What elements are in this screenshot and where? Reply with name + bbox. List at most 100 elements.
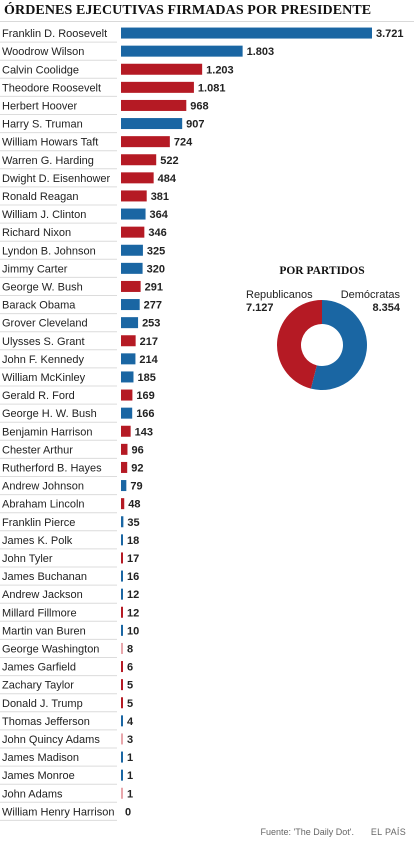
value-label: 5: [127, 680, 133, 692]
bar: [121, 534, 123, 546]
value-label: 143: [135, 426, 153, 438]
president-label: William J. Clinton: [2, 209, 86, 221]
value-label: 0: [125, 806, 131, 818]
donut-title: POR PARTIDOS: [279, 265, 364, 277]
bar: [121, 516, 124, 528]
brand-logo-text: EL PAÍS: [370, 827, 406, 837]
bar: [121, 99, 187, 111]
value-label: 96: [131, 444, 143, 456]
president-label: Dwight D. Eisenhower: [2, 173, 111, 185]
president-label: Gerald R. Ford: [2, 390, 75, 402]
donut-slice-republicanos: [277, 300, 322, 389]
president-label: Lyndon B. Johnson: [2, 245, 96, 257]
bar: [121, 262, 143, 274]
value-label: 3.721: [376, 28, 404, 40]
value-label: 166: [136, 408, 154, 420]
president-label: Jimmy Carter: [2, 263, 68, 275]
bar: [121, 280, 141, 292]
president-label: Ulysses S. Grant: [2, 336, 85, 348]
chart-title: ÓRDENES EJECUTIVAS FIRMADAS POR PRESIDEN…: [4, 3, 372, 18]
value-label: 185: [137, 372, 155, 384]
value-label: 214: [139, 354, 158, 366]
value-label: 17: [127, 553, 139, 565]
value-label: 1: [127, 752, 133, 764]
bar: [121, 154, 157, 166]
source-note: Fuente: 'The Daily Dot'.: [260, 827, 354, 837]
bar: [121, 226, 145, 238]
value-label: 364: [150, 209, 169, 221]
title-divider: [0, 21, 414, 22]
value-label: 291: [145, 281, 163, 293]
president-label: Millard Fillmore: [2, 607, 77, 619]
president-label: John F. Kennedy: [2, 354, 84, 366]
value-label: 35: [127, 517, 139, 529]
bar: [121, 389, 133, 401]
bar: [121, 45, 243, 57]
value-label: 381: [151, 191, 169, 203]
bar: [121, 588, 123, 600]
president-label: John Adams: [2, 788, 63, 800]
president-label: Franklin Pierce: [2, 517, 75, 529]
president-label: William Henry Harrison: [2, 806, 114, 818]
value-label: 79: [130, 481, 142, 493]
value-label: 907: [186, 119, 204, 131]
president-label: Calvin Coolidge: [2, 64, 79, 76]
value-label: 320: [147, 263, 165, 275]
bar: [121, 480, 127, 492]
president-label: Theodore Roosevelt: [2, 82, 101, 94]
legend-label-democratas: Demócratas: [341, 289, 401, 301]
president-label: Woodrow Wilson: [2, 46, 84, 58]
value-label: 1.803: [247, 46, 275, 58]
president-label: Ronald Reagan: [2, 191, 78, 203]
president-label: John Tyler: [2, 553, 53, 565]
value-label: 4: [127, 716, 134, 728]
president-label: Donald J. Trump: [2, 698, 83, 710]
value-label: 1: [127, 788, 133, 800]
value-label: 522: [160, 155, 178, 167]
legend-value-democratas: 8.354: [372, 302, 400, 314]
value-label: 92: [131, 462, 143, 474]
bar: [121, 570, 123, 582]
bar: [121, 552, 123, 564]
bar: [121, 425, 131, 437]
president-label: Grover Cleveland: [2, 318, 88, 330]
president-label: Herbert Hoover: [2, 100, 78, 112]
bar: [121, 787, 123, 799]
president-label: Chester Arthur: [2, 444, 73, 456]
value-label: 346: [148, 227, 166, 239]
legend-label-republicanos: Republicanos: [246, 289, 313, 301]
bar: [121, 461, 128, 473]
value-label: 12: [127, 607, 139, 619]
value-label: 6: [127, 662, 133, 674]
value-label: 484: [158, 173, 177, 185]
donut-slice-democratas: [310, 300, 368, 390]
bar: [121, 81, 194, 93]
president-label: James Monroe: [2, 770, 75, 782]
bar: [121, 299, 140, 311]
bar: [121, 190, 147, 202]
president-label: Zachary Taylor: [2, 680, 74, 692]
bar: [121, 63, 203, 75]
bar: [121, 733, 123, 745]
bar: [121, 371, 134, 383]
value-label: 253: [142, 318, 160, 330]
value-label: 1: [127, 770, 133, 782]
president-label: Abraham Lincoln: [2, 499, 85, 511]
president-label: James K. Polk: [2, 535, 73, 547]
value-label: 12: [127, 589, 139, 601]
president-label: Andrew Johnson: [2, 481, 84, 493]
president-label: William Howars Taft: [2, 137, 98, 149]
president-label: Martin van Buren: [2, 625, 86, 637]
president-label: Franklin D. Roosevelt: [2, 28, 107, 40]
value-label: 277: [144, 300, 162, 312]
value-label: 48: [128, 499, 140, 511]
president-label: George H. W. Bush: [2, 408, 97, 420]
president-label: James Garfield: [2, 662, 76, 674]
value-label: 217: [140, 336, 158, 348]
president-label: Warren G. Harding: [2, 155, 94, 167]
president-label: James Madison: [2, 752, 79, 764]
bar: [121, 317, 139, 329]
bar: [121, 27, 372, 39]
president-label: Thomas Jefferson: [2, 716, 90, 728]
